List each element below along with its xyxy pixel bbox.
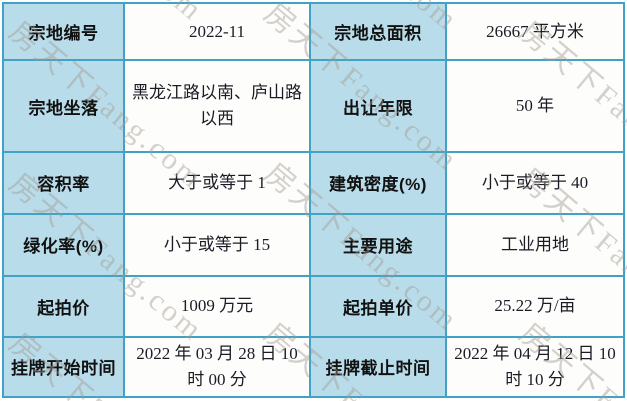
plot-ratio-value: 大于或等于 1 (123, 151, 311, 215)
main-use-value: 工业用地 (445, 212, 625, 277)
total-area-value: 26667 平方米 (445, 1, 625, 62)
table-row: 容积率 大于或等于 1 建筑密度(%) 小于或等于 40 (2, 151, 625, 215)
greening-rate-label: 绿化率(%) (2, 212, 125, 277)
parcel-location-label: 宗地坐落 (2, 59, 125, 154)
table-row: 宗地编号 2022-11 宗地总面积 26667 平方米 (2, 1, 625, 62)
table-row: 起拍价 1009 万元 起拍单价 25.22 万/亩 (2, 274, 625, 338)
listing-end-time-label: 挂牌截止时间 (309, 335, 447, 399)
parcel-number-label: 宗地编号 (2, 1, 125, 62)
starting-unit-price-value: 25.22 万/亩 (445, 274, 625, 338)
greening-rate-value: 小于或等于 15 (123, 212, 311, 277)
total-area-label: 宗地总面积 (309, 1, 447, 62)
parcel-location-value: 黑龙江路以南、庐山路以西 (123, 59, 311, 154)
building-density-value: 小于或等于 40 (445, 151, 625, 215)
table-row: 绿化率(%) 小于或等于 15 主要用途 工业用地 (2, 212, 625, 277)
starting-price-value: 1009 万元 (123, 274, 311, 338)
starting-price-label: 起拍价 (2, 274, 125, 338)
grant-term-label: 出让年限 (309, 59, 447, 154)
table-row: 宗地坐落 黑龙江路以南、庐山路以西 出让年限 50 年 (2, 59, 625, 154)
plot-ratio-label: 容积率 (2, 151, 125, 215)
listing-start-time-value: 2022 年 03 月 28 日 10 时 00 分 (123, 335, 311, 399)
main-use-label: 主要用途 (309, 212, 447, 277)
listing-start-time-label: 挂牌开始时间 (2, 335, 125, 399)
parcel-number-value: 2022-11 (123, 1, 311, 62)
table-row: 挂牌开始时间 2022 年 03 月 28 日 10 时 00 分 挂牌截止时间… (2, 335, 625, 399)
listing-end-time-value: 2022 年 04 月 12 日 10 时 10 分 (445, 335, 625, 399)
grant-term-value: 50 年 (445, 59, 625, 154)
building-density-label: 建筑密度(%) (309, 151, 447, 215)
starting-unit-price-label: 起拍单价 (309, 274, 447, 338)
